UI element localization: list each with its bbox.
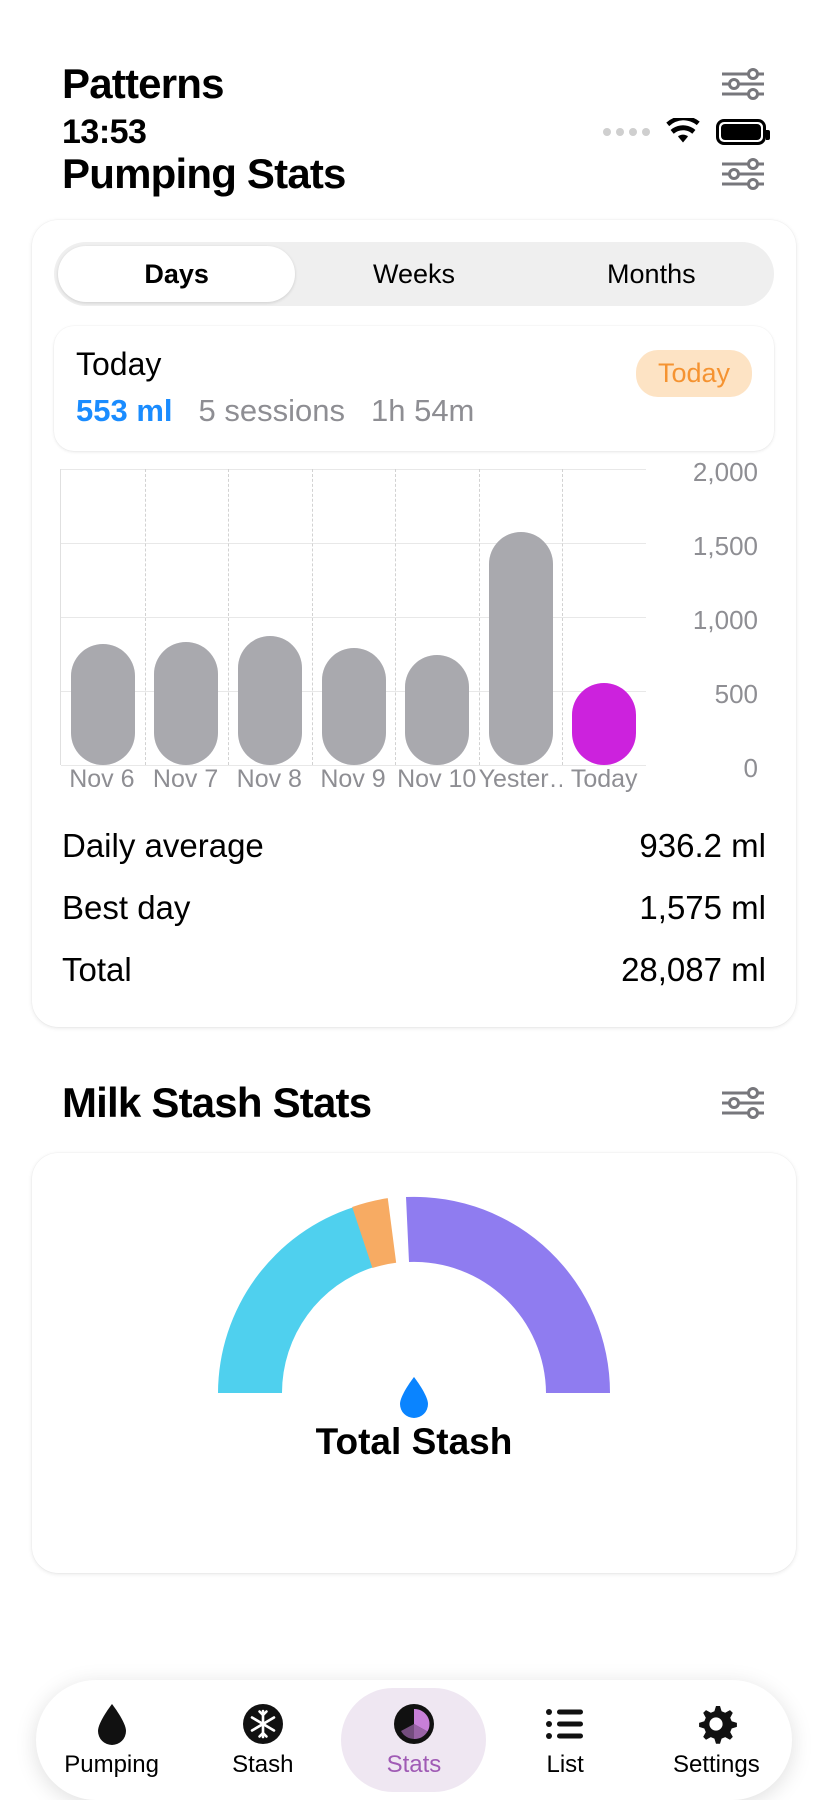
stash-donut-chart[interactable] xyxy=(204,1183,624,1573)
stat-label: Best day xyxy=(62,889,191,926)
chart-bar[interactable] xyxy=(488,531,553,765)
tab-settings[interactable]: Settings xyxy=(644,1688,789,1792)
tab-pumping[interactable]: Pumping xyxy=(39,1688,184,1792)
pie-chart-icon xyxy=(392,1701,436,1747)
list-icon xyxy=(543,1701,587,1747)
summary-title: Today xyxy=(76,346,162,382)
chart-bar[interactable] xyxy=(405,655,470,765)
chart-x-tick-label: Today xyxy=(570,765,638,793)
chart-y-axis-labels: 0 500 1,000 1,500 2,000 xyxy=(648,455,758,783)
chart-bar-cell[interactable] xyxy=(395,469,479,765)
chart-separator xyxy=(311,469,313,765)
stat-label: Total xyxy=(62,951,132,988)
stat-value: 1,575 ml xyxy=(639,889,766,926)
wifi-icon xyxy=(664,115,702,146)
summary-duration: 1h 54m xyxy=(370,393,475,428)
droplet-icon xyxy=(397,1375,431,1424)
snowflake-icon xyxy=(241,1701,285,1747)
chart-bar-cell[interactable] xyxy=(228,469,312,765)
table-row: Total 28,087 ml xyxy=(62,939,766,1001)
sliders-icon[interactable] xyxy=(720,157,766,191)
chart-bars xyxy=(61,469,646,765)
chart-bar[interactable] xyxy=(321,648,386,765)
chart-x-tick-label: Nov 8 xyxy=(236,765,302,793)
chart-x-tick-label: Yester… xyxy=(478,765,563,793)
sliders-icon[interactable] xyxy=(720,67,766,101)
tab-days[interactable]: Days xyxy=(58,246,296,302)
chart-y-tick-label: 500 xyxy=(714,679,758,709)
summary-metrics: 553 ml 5 sessions 1h 54m xyxy=(76,393,752,429)
chart-bar-cell[interactable] xyxy=(145,469,229,765)
stat-label: Daily average xyxy=(62,827,264,864)
tab-label: List xyxy=(546,1751,584,1778)
chart-bar[interactable] xyxy=(154,642,219,765)
tab-stats[interactable]: Stats xyxy=(341,1688,487,1792)
chart-bar[interactable] xyxy=(70,643,135,765)
summary-amount: 553 ml xyxy=(76,393,173,428)
milk-stash-title: Milk Stash Stats xyxy=(62,1079,372,1126)
chart-gridline xyxy=(61,543,646,544)
summary-sessions: 5 sessions xyxy=(198,393,345,428)
pumping-stats-title: Pumping Stats xyxy=(62,150,346,197)
chart-gridline xyxy=(61,765,646,766)
chart-y-tick-label: 2,000 xyxy=(692,457,758,487)
chart-bar[interactable] xyxy=(572,683,637,765)
stat-value: 936.2 ml xyxy=(639,827,766,864)
chart-gridline xyxy=(61,617,646,618)
chart-separator xyxy=(562,469,564,765)
chart-x-tick-label: Nov 6 xyxy=(69,765,135,793)
bottom-tab-bar[interactable]: Pumping Stash xyxy=(36,1680,792,1800)
chart-bar[interactable] xyxy=(237,636,302,765)
patterns-section-header: Patterns xyxy=(0,60,828,108)
chart-plot-area xyxy=(60,469,646,766)
chart-separator xyxy=(395,469,397,765)
pumping-bar-chart: 0 500 1,000 1,500 2,000 Nov 6 Nov 7 Nov 8 Nov 9… xyxy=(54,457,774,799)
chart-separator xyxy=(144,469,146,765)
table-row: Daily average 936.2 ml xyxy=(62,815,766,877)
signal-dots-icon xyxy=(603,128,650,136)
chart-y-tick-label: 0 xyxy=(743,753,758,783)
range-segmented-control[interactable]: Days Weeks Months xyxy=(54,242,774,306)
today-summary[interactable]: Today 553 ml 5 sessions 1h 54m Today xyxy=(54,326,774,451)
chart-separator xyxy=(228,469,230,765)
stat-value: 28,087 ml xyxy=(621,951,766,988)
status-bar: 13:53 xyxy=(0,60,828,170)
chart-bar-cell[interactable] xyxy=(61,469,145,765)
page-title: Patterns xyxy=(62,60,224,107)
chart-x-tick-label: Nov 10 xyxy=(397,765,477,793)
chart-x-tick-label: Nov 7 xyxy=(152,765,219,793)
status-indicators xyxy=(603,115,770,146)
chart-separator xyxy=(478,469,480,765)
chart-bar-cell[interactable] xyxy=(312,469,396,765)
tab-label: Pumping xyxy=(64,1751,159,1778)
tab-stash[interactable]: Stash xyxy=(190,1688,335,1792)
milk-stash-section-header: Milk Stash Stats xyxy=(0,1079,828,1127)
tab-label: Settings xyxy=(672,1751,760,1778)
table-row: Best day 1,575 ml xyxy=(62,877,766,939)
pumping-stats-section-header: Pumping Stats xyxy=(0,150,828,198)
tab-months[interactable]: Months xyxy=(607,258,696,289)
status-time: 13:53 xyxy=(62,112,147,151)
status-badge: Today xyxy=(635,350,752,397)
chart-gridline xyxy=(61,469,646,470)
chart-bar-cell[interactable] xyxy=(479,469,563,765)
chart-bar-cell[interactable] xyxy=(562,469,646,765)
tab-list[interactable]: List xyxy=(493,1688,638,1792)
pumping-stats-card: Days Weeks Months Today 553 ml 5 session… xyxy=(32,220,796,1027)
gear-icon xyxy=(694,1701,738,1747)
tab-weeks[interactable]: Weeks xyxy=(372,258,455,289)
chart-y-tick-label: 1,500 xyxy=(692,531,758,561)
chart-x-tick-label: Nov 9 xyxy=(320,765,386,793)
sliders-icon[interactable] xyxy=(720,1086,766,1120)
battery-icon xyxy=(716,119,770,145)
tab-label: Stats xyxy=(386,1751,442,1778)
chart-y-tick-label: 1,000 xyxy=(692,605,758,635)
tab-label: Stash xyxy=(232,1751,294,1778)
stash-center-label: Total Stash xyxy=(315,1421,513,1462)
app-screen: 13:53 Patterns xyxy=(0,60,828,1800)
droplet-icon xyxy=(94,1701,130,1747)
summary-stats-list: Daily average 936.2 ml Best day 1,575 ml… xyxy=(54,815,774,1001)
milk-stash-card: Total Stash xyxy=(32,1153,796,1573)
